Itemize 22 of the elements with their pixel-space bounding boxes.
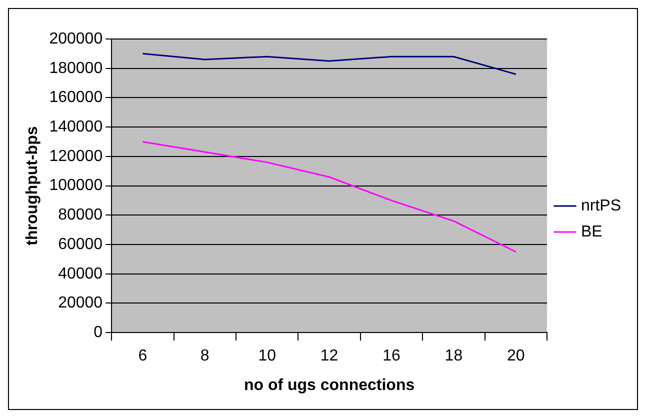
x-tick-label: 12	[320, 348, 338, 365]
legend-label: nrtPS	[580, 197, 621, 214]
x-tick-label: 16	[382, 348, 400, 365]
y-tick-label: 120000	[49, 148, 103, 165]
y-tick-label: 40000	[58, 265, 103, 282]
y-tick-label: 200000	[49, 30, 103, 48]
y-tick-label: 80000	[58, 206, 103, 224]
x-tick-label: 10	[258, 348, 276, 365]
y-tick-label: 0	[94, 324, 103, 342]
y-tick-label: 180000	[49, 60, 103, 77]
y-tick-label: 100000	[49, 177, 103, 194]
y-tick-label: 20000	[58, 294, 103, 312]
y-axis-title: throughput-bps	[24, 126, 42, 246]
x-tick-label: 6	[138, 348, 148, 365]
y-tick-label: 140000	[49, 118, 103, 136]
x-tick-label: 20	[506, 348, 525, 365]
legend-label: BE	[580, 223, 602, 240]
x-tick-label: 8	[200, 348, 210, 365]
x-axis-title: no of ugs connections	[244, 376, 415, 394]
y-tick-label: 160000	[49, 89, 103, 106]
x-tick-label: 18	[444, 348, 463, 365]
y-tick-label: 60000	[58, 236, 103, 253]
